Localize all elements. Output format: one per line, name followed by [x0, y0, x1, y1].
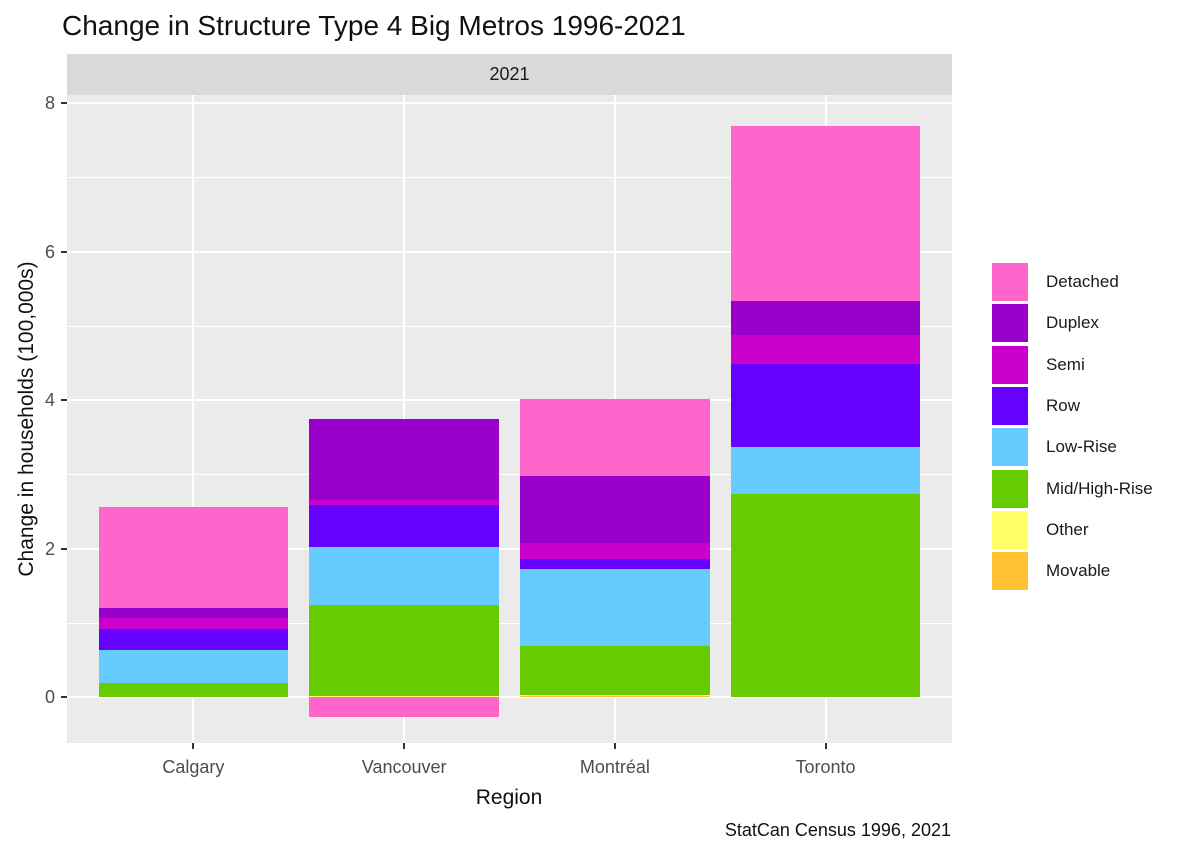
x-tick-mark [403, 743, 406, 749]
bar-segment [98, 618, 289, 630]
y-tick-mark [61, 102, 67, 104]
facet-strip-label: 2021 [489, 64, 530, 84]
legend-label: Row [1046, 395, 1081, 415]
legend-label: Duplex [1046, 313, 1099, 333]
bar-segment [730, 363, 921, 447]
legend-key-movable [992, 552, 1028, 591]
bar-segment [309, 605, 499, 696]
gridline-minor [67, 622, 952, 624]
legend-key-other [992, 510, 1028, 549]
bar-segment [98, 506, 289, 608]
bar-segment [520, 475, 710, 544]
x-tick-label: Vancouver [361, 757, 447, 777]
legend-label: Other [1046, 519, 1089, 539]
x-tick-label: Montréal [579, 757, 650, 777]
gridline-major [67, 399, 952, 401]
gridline-major [67, 696, 952, 698]
bar-segment [520, 569, 710, 646]
x-tick-mark [192, 743, 195, 749]
bar-segment [730, 335, 921, 364]
x-tick-label: Toronto [795, 757, 856, 777]
bar-segment [98, 607, 289, 619]
bar-segment [730, 126, 921, 301]
facet-strip: 2021 [67, 54, 952, 95]
x-axis-title: Region [475, 786, 543, 809]
bar-segment [520, 559, 710, 570]
plot-panel [67, 95, 952, 743]
bar-segment [730, 494, 921, 697]
y-tick-label: 8 [44, 93, 55, 113]
bar-segment [730, 446, 921, 495]
legend-label: Detached [1046, 272, 1119, 291]
y-tick-mark [61, 696, 67, 698]
bar-segment [309, 499, 499, 506]
y-tick-label: 6 [44, 241, 55, 262]
legend-label: Semi [1046, 354, 1085, 374]
bar-segment [520, 645, 710, 695]
gridline-minor [67, 474, 952, 476]
bar-segment [520, 696, 710, 698]
x-tick-mark [613, 743, 616, 749]
bar-segment [98, 650, 289, 683]
gridline-major [67, 250, 952, 253]
bar-segment [98, 682, 289, 697]
bar-segment [98, 629, 289, 651]
bar-segment [309, 418, 499, 500]
y-tick-mark [61, 399, 67, 401]
y-tick-label: 4 [44, 390, 55, 410]
y-tick-mark [61, 547, 67, 550]
y-tick-label: 2 [44, 538, 55, 559]
legend-label: Movable [1046, 561, 1111, 581]
bar-segment [520, 543, 710, 560]
x-tick-mark [824, 743, 827, 749]
bar-segment [730, 300, 921, 336]
legend-key-row [992, 386, 1028, 425]
bar-segment [309, 505, 499, 547]
gridline-major [67, 102, 952, 104]
legend-key-low-rise [992, 428, 1028, 467]
legend-key-semi [992, 345, 1028, 384]
legend-key-mid-high-rise [992, 469, 1028, 508]
chart-title: Change in Structure Type 4 Big Metros 19… [62, 10, 686, 41]
gridline-major [67, 547, 952, 550]
y-axis-title: Change in households (100,000s) [15, 261, 38, 577]
bar-segment [520, 694, 710, 697]
y-tick-label: 0 [44, 687, 55, 707]
caption: StatCan Census 1996, 2021 [724, 820, 951, 840]
legend-key-duplex [992, 304, 1028, 343]
legend-label: Mid/High-Rise [1046, 478, 1153, 498]
x-tick-label: Calgary [162, 757, 225, 777]
legend-key-detached [992, 263, 1028, 301]
bar-segment [309, 697, 499, 718]
gridline-minor [67, 177, 952, 179]
gridline-vertical [192, 95, 195, 743]
bar-segment [520, 399, 710, 476]
legend-label: Low-Rise [1046, 437, 1117, 457]
bar-segment [309, 695, 499, 697]
gridline-minor [67, 325, 952, 327]
y-tick-mark [61, 250, 67, 253]
bar-segment [309, 546, 499, 606]
